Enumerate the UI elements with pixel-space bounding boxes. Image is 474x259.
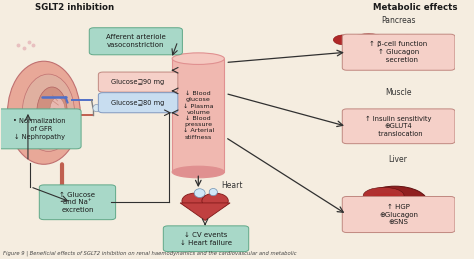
Ellipse shape [22,74,74,152]
Ellipse shape [369,116,405,123]
Ellipse shape [396,35,418,53]
Ellipse shape [8,61,80,164]
Ellipse shape [194,189,205,198]
Ellipse shape [172,166,224,178]
Ellipse shape [362,186,428,220]
Text: ↑ β-cell function
↑ Glucagon
   secretion: ↑ β-cell function ↑ Glucagon secretion [369,41,428,63]
Ellipse shape [401,211,411,221]
Ellipse shape [333,35,354,45]
Ellipse shape [202,193,228,208]
Bar [172,59,224,172]
FancyBboxPatch shape [98,72,178,92]
Text: Liver: Liver [389,155,408,164]
FancyBboxPatch shape [98,93,178,113]
Ellipse shape [37,87,67,139]
Text: Glucose⊒90 mg: Glucose⊒90 mg [111,79,165,85]
Ellipse shape [93,105,100,112]
FancyBboxPatch shape [89,28,182,55]
FancyBboxPatch shape [342,34,455,70]
Text: ↓ Blood
glucose
↓ Plasma
volume
↓ Blood
pressure
↓ Arterial
stiffness: ↓ Blood glucose ↓ Plasma volume ↓ Blood … [182,91,214,140]
Text: • Normalization
  of GFR
↓ Nephropathy: • Normalization of GFR ↓ Nephropathy [13,118,65,140]
FancyBboxPatch shape [164,226,249,251]
Polygon shape [180,203,230,220]
Text: Heart: Heart [222,181,243,190]
Ellipse shape [209,189,218,196]
Text: Afferent arteriole
vasoconstriction: Afferent arteriole vasoconstriction [106,34,166,48]
Ellipse shape [347,34,390,53]
FancyBboxPatch shape [342,109,455,144]
Text: ↑ Insulin sensitivity
⊕GLUT4
  translocation: ↑ Insulin sensitivity ⊕GLUT4 translocati… [365,116,432,137]
Text: Muscle: Muscle [385,88,411,97]
FancyBboxPatch shape [0,109,81,149]
Text: Pancreas: Pancreas [381,16,415,25]
Text: Glucose⊒80 mg: Glucose⊒80 mg [111,100,165,106]
Text: SGLT2 inhibition: SGLT2 inhibition [35,3,114,12]
Ellipse shape [182,193,208,208]
Ellipse shape [49,97,65,128]
Ellipse shape [172,53,224,64]
Text: Figure 9 | Beneficial effects of SGLT2 inhibition on renal haemodynamics and the: Figure 9 | Beneficial effects of SGLT2 i… [3,250,297,256]
FancyBboxPatch shape [342,197,455,233]
Text: ↓ CV events
↓ Heart failure: ↓ CV events ↓ Heart failure [180,232,232,246]
Ellipse shape [363,187,404,204]
Text: Metabolic effects: Metabolic effects [373,3,458,12]
Ellipse shape [370,193,402,205]
FancyBboxPatch shape [39,185,116,220]
Ellipse shape [361,110,422,126]
Text: ↑ HGP
⊕Glucagon
⊕SNS: ↑ HGP ⊕Glucagon ⊕SNS [379,204,418,225]
Text: ↑ Glucose
and Na⁺
excretion: ↑ Glucose and Na⁺ excretion [59,191,95,213]
